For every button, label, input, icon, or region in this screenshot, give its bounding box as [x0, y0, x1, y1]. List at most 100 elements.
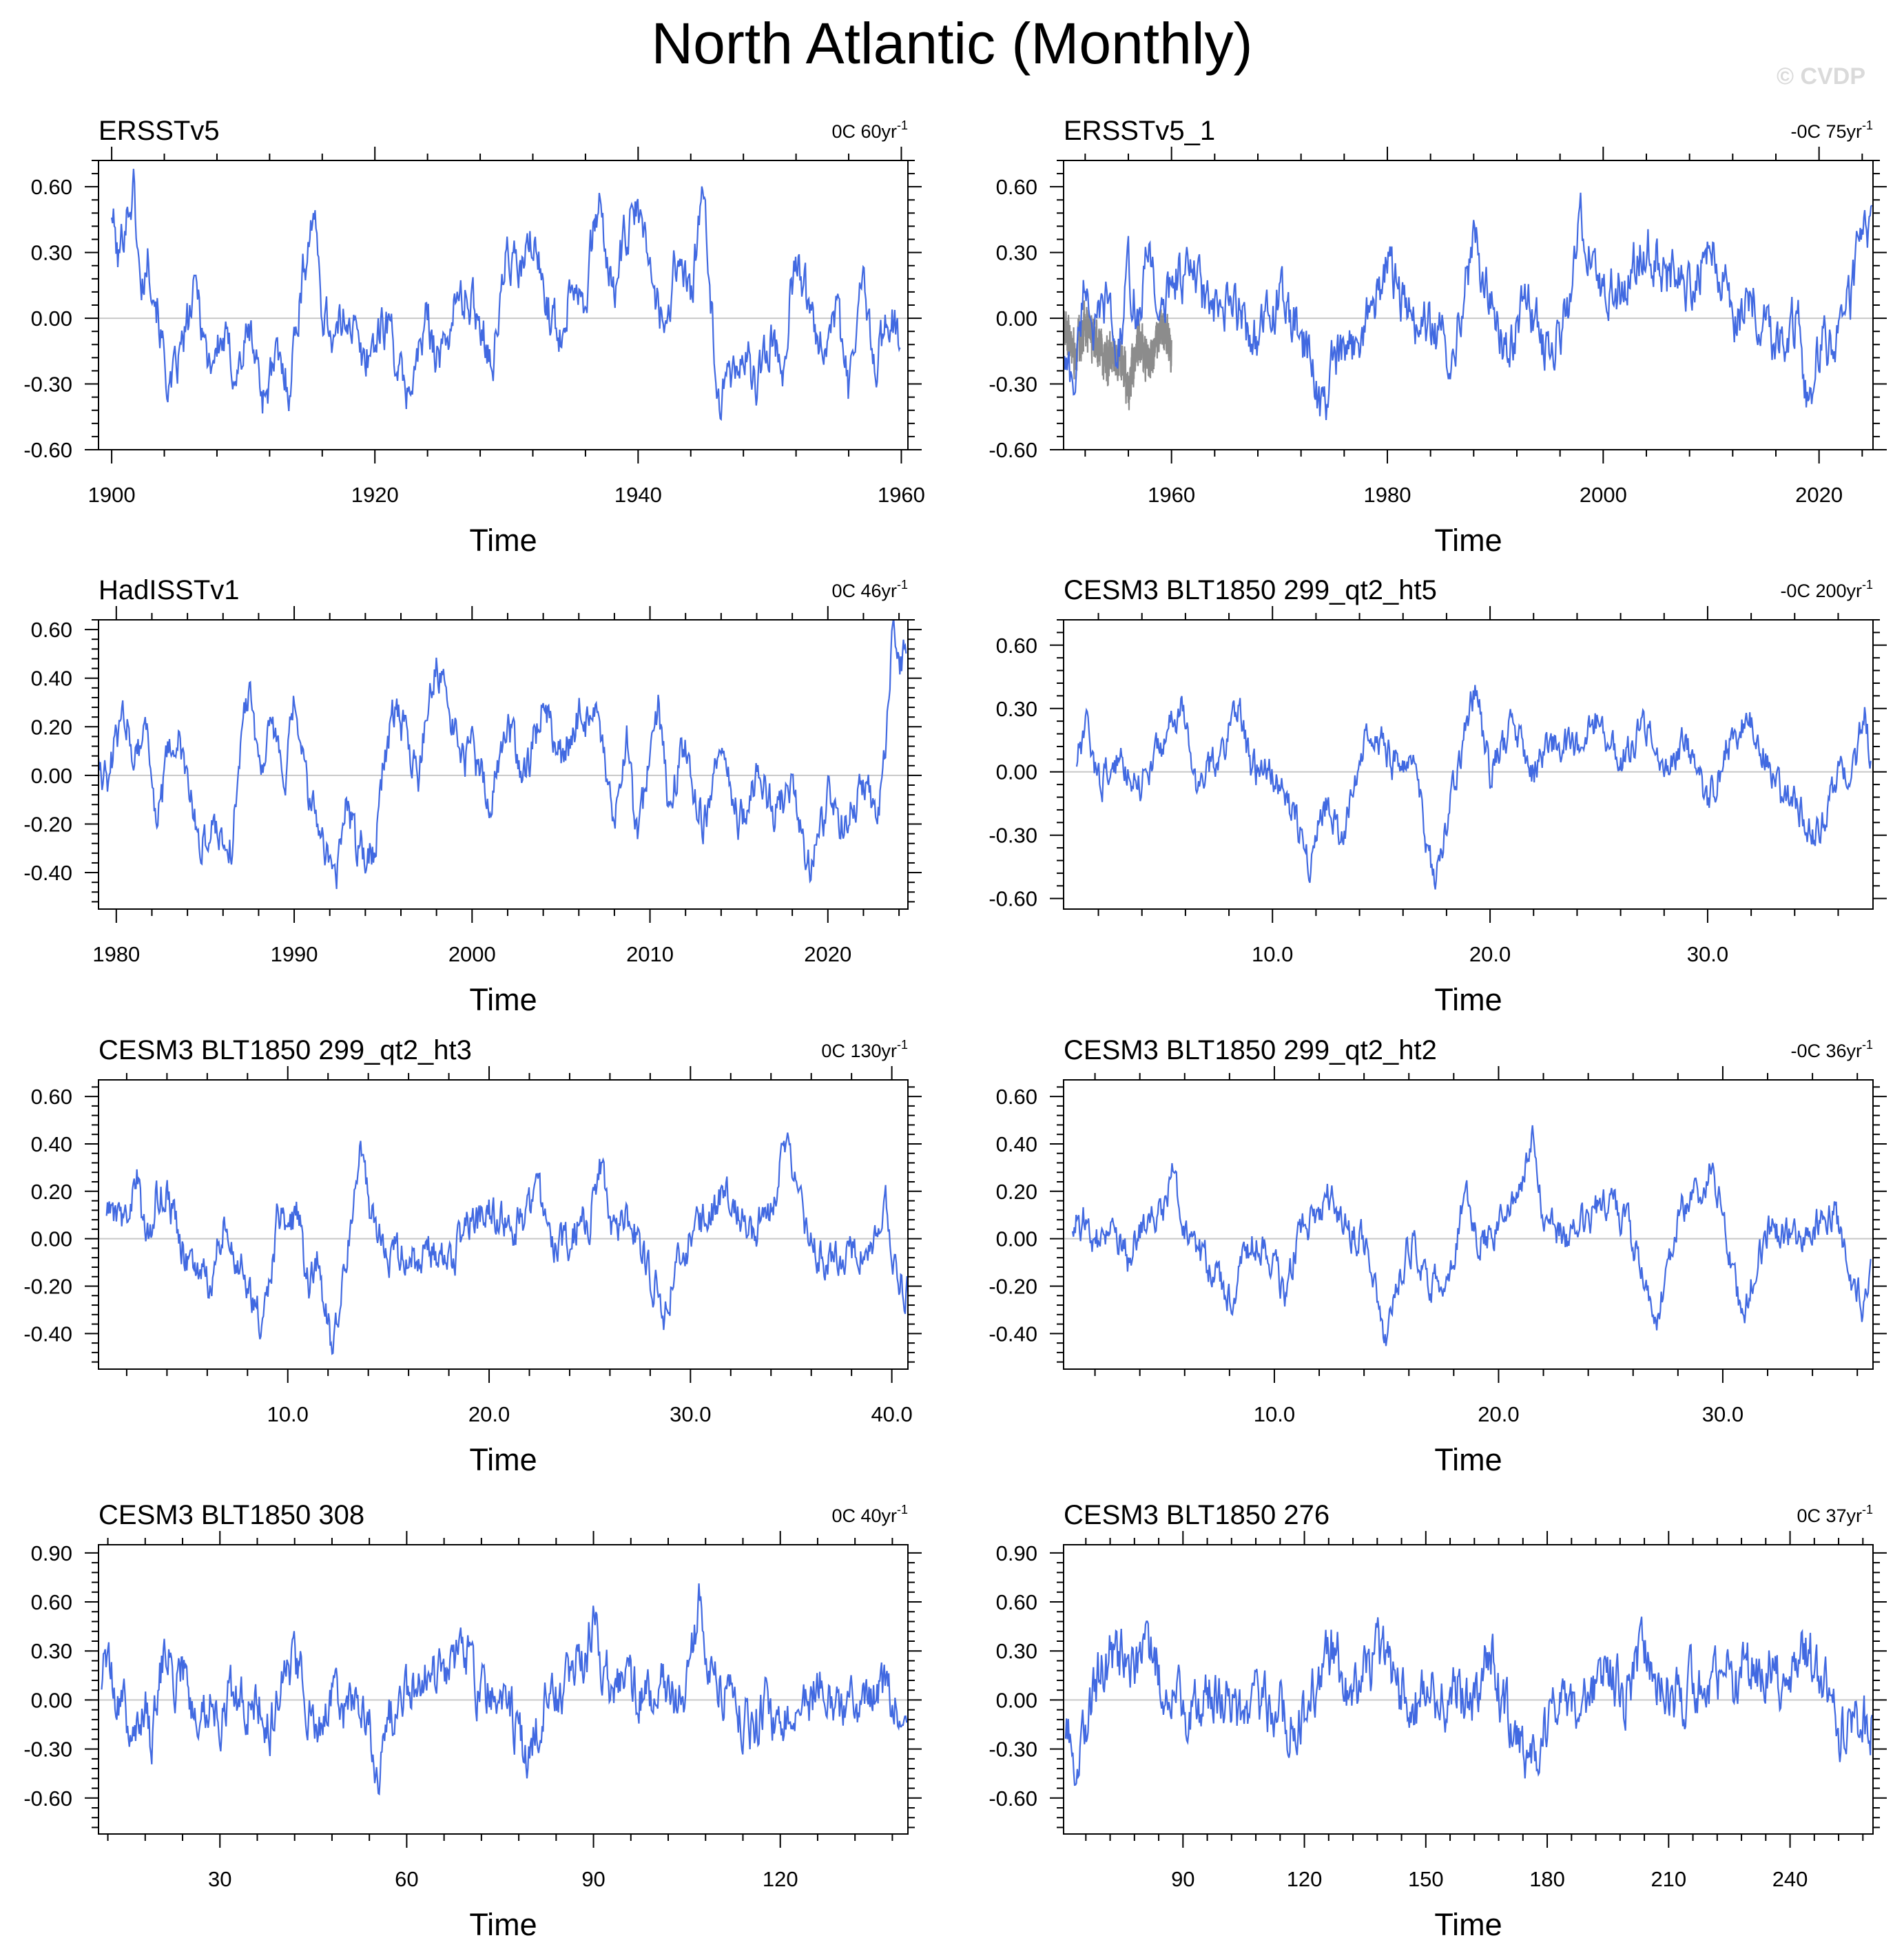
x-tick-label: 90: [1171, 1867, 1194, 1891]
series-line: [105, 1132, 908, 1355]
y-tick-label: 0.90: [996, 1541, 1037, 1565]
series-line: [1064, 1616, 1873, 1786]
series-line: [1075, 685, 1872, 890]
y-tick-label: -0.40: [23, 1322, 72, 1346]
x-tick-label: 2020: [1795, 483, 1843, 507]
series-line: [101, 1583, 908, 1796]
y-tick-label: -0.60: [23, 438, 72, 462]
x-tick-label: 210: [1651, 1867, 1686, 1891]
trend-label: 0C 130yr-1: [821, 1038, 908, 1061]
x-tick-label: 240: [1772, 1867, 1808, 1891]
trend-label: -0C 36yr-1: [1790, 1038, 1873, 1061]
y-tick-label: 0.90: [31, 1541, 72, 1565]
series-line: [1071, 1125, 1872, 1346]
panel-3: HadISSTv1 0C 46yr-1 -0.40 -0.20 0.00 0.20 0.40…: [23, 575, 922, 1017]
y-tick-label: 0.00: [31, 764, 72, 788]
y-tick-label: 0.00: [31, 306, 72, 331]
y-tick-label: -0.30: [989, 824, 1037, 848]
x-tick-label: 20.0: [1469, 942, 1511, 966]
y-tick-label: -0.60: [989, 887, 1037, 911]
panel-1: ERSSTv5 0C 60yr-1 -0.60 -0.30 0.00 0.30 0.60 19…: [23, 116, 925, 558]
trend-label: 0C 40yr-1: [831, 1503, 908, 1526]
x-tick-label: 90: [581, 1867, 605, 1891]
panel-7: CESM3 BLT1850 308 0C 40yr-1 -0.60 -0.30 0.00…: [23, 1500, 922, 1942]
y-tick-label: 0.20: [31, 1180, 72, 1204]
y-tick-label: 0.60: [31, 175, 72, 199]
y-tick-label: -0.30: [23, 1738, 72, 1762]
x-tick-label: 20.0: [1478, 1402, 1519, 1426]
plot-frame: [1063, 619, 1874, 910]
x-tick-label: 2000: [1580, 483, 1627, 507]
plot-frame: [98, 160, 909, 450]
x-tick-label: 180: [1529, 1867, 1565, 1891]
x-axis-label: Time: [1434, 523, 1502, 558]
y-tick-label: 0.40: [31, 667, 72, 691]
trend-label: -0C 75yr-1: [1790, 118, 1873, 142]
panel-title: CESM3 BLT1850 308: [99, 1500, 364, 1530]
trend-label: -0C 200yr-1: [1780, 578, 1873, 601]
trend-label: 0C 37yr-1: [1797, 1503, 1873, 1526]
y-tick-label: 0.00: [996, 1688, 1037, 1712]
y-tick-label: 0.30: [996, 1639, 1037, 1663]
y-tick-label: -0.30: [23, 373, 72, 397]
plot-frame: [1063, 1079, 1874, 1370]
y-tick-label: 0.00: [996, 760, 1037, 784]
panel-title: CESM3 BLT1850 276: [1064, 1500, 1329, 1530]
panel-2: ERSSTv5_1 -0C 75yr-1 -0.60 -0.30 0.00 0.30 0.6…: [989, 116, 1887, 558]
x-tick-label: 1920: [351, 483, 399, 507]
panel-title: CESM3 BLT1850 299_qt2_ht5: [1064, 575, 1437, 605]
y-tick-label: -0.30: [989, 373, 1037, 397]
x-axis-label: Time: [1434, 1442, 1502, 1477]
series-line: [99, 620, 907, 889]
x-tick-label: 1990: [271, 942, 318, 966]
x-tick-label: 30: [208, 1867, 231, 1891]
x-tick-label: 2000: [448, 942, 496, 966]
x-tick-label: 1980: [1364, 483, 1411, 507]
plot-frame: [1063, 1544, 1874, 1835]
plot-frame: [98, 619, 909, 910]
plot-frame: [98, 1544, 909, 1835]
x-tick-label: 10.0: [1252, 942, 1293, 966]
x-tick-label: 30.0: [670, 1402, 711, 1426]
x-tick-label: 30.0: [1687, 942, 1728, 966]
y-tick-label: 0.60: [996, 634, 1037, 658]
plot-frame: [98, 1079, 909, 1370]
figure-title: North Atlantic (Monthly): [651, 11, 1253, 76]
x-tick-label: 30.0: [1702, 1402, 1743, 1426]
y-tick-label: 0.20: [996, 1180, 1037, 1204]
y-tick-label: -0.40: [989, 1322, 1037, 1346]
panel-title: CESM3 BLT1850 299_qt2_ht2: [1064, 1035, 1437, 1065]
x-tick-label: 120: [763, 1867, 798, 1891]
x-tick-label: 10.0: [267, 1402, 309, 1426]
x-tick-label: 2020: [804, 942, 851, 966]
panel-title: CESM3 BLT1850 299_qt2_ht3: [99, 1035, 472, 1065]
panel-title: HadISSTv1: [99, 575, 240, 605]
y-tick-label: -0.20: [989, 1275, 1037, 1299]
y-tick-label: 0.30: [31, 1639, 72, 1663]
x-tick-label: 1960: [878, 483, 925, 507]
y-tick-label: 0.00: [996, 306, 1037, 331]
y-tick-label: 0.30: [996, 241, 1037, 265]
y-tick-label: 0.20: [31, 715, 72, 739]
y-tick-label: 0.30: [31, 241, 72, 265]
y-tick-label: 0.40: [31, 1132, 72, 1156]
x-axis-label: Time: [469, 1907, 537, 1942]
x-axis-label: Time: [469, 523, 537, 558]
x-tick-label: 10.0: [1254, 1402, 1295, 1426]
y-tick-label: -0.40: [23, 861, 72, 885]
y-tick-label: 0.60: [31, 1085, 72, 1109]
x-tick-label: 1940: [614, 483, 662, 507]
x-axis-label: Time: [469, 982, 537, 1017]
panel-title: ERSSTv5_1: [1064, 116, 1215, 146]
x-axis-label: Time: [469, 1442, 537, 1477]
y-tick-label: -0.60: [989, 1786, 1037, 1811]
y-tick-label: 0.60: [31, 618, 72, 642]
y-tick-label: 0.60: [996, 1085, 1037, 1109]
y-tick-label: -0.30: [989, 1738, 1037, 1762]
y-tick-label: 0.00: [31, 1688, 72, 1712]
y-tick-label: 0.30: [996, 697, 1037, 721]
x-tick-label: 60: [395, 1867, 418, 1891]
trend-label: 0C 60yr-1: [831, 118, 908, 142]
x-tick-label: 150: [1408, 1867, 1444, 1891]
panel-5: CESM3 BLT1850 299_qt2_ht3 0C 130yr-1 -0.40…: [23, 1035, 922, 1477]
